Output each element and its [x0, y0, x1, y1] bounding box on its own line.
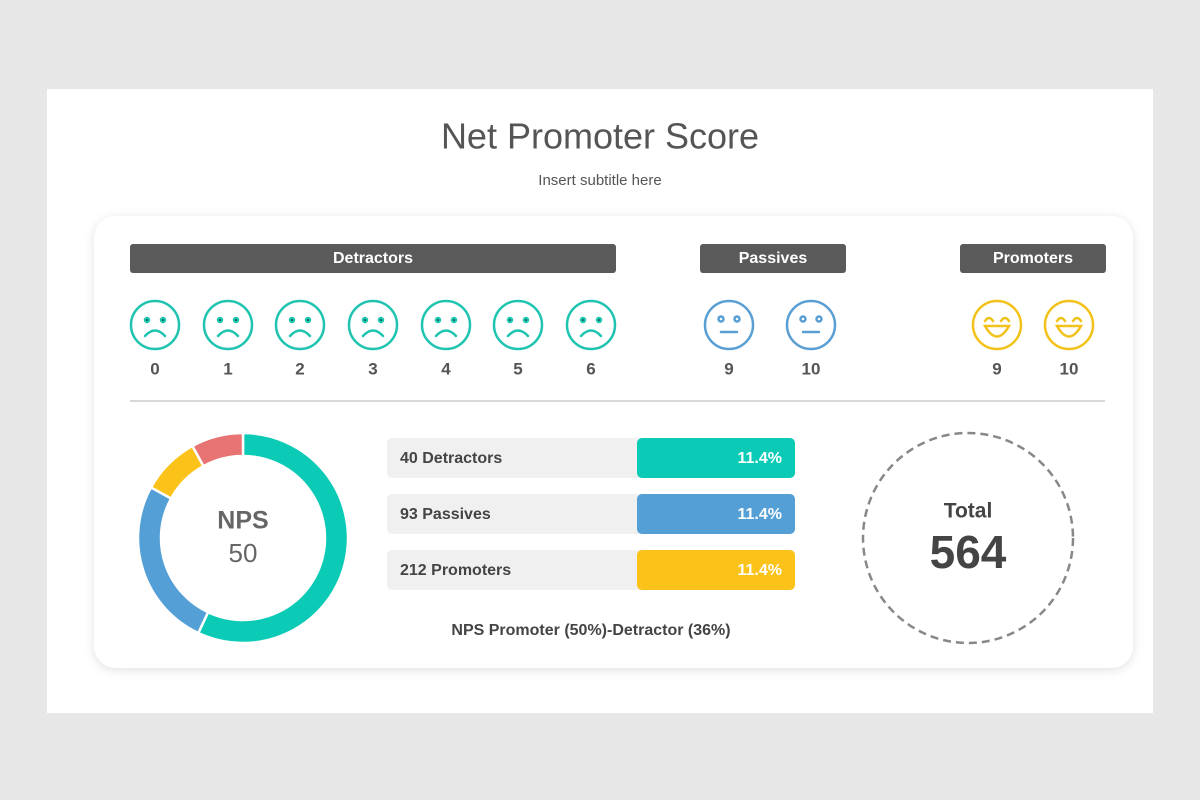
- stat-percent: 11.4%: [738, 506, 782, 523]
- eye: [522, 316, 530, 324]
- eye: [999, 316, 1011, 323]
- mouth: [1054, 324, 1084, 338]
- eye: [361, 316, 369, 324]
- footnote: NPS Promoter (50%)-Detractor (36%): [451, 622, 730, 639]
- group-label: Passives: [739, 250, 808, 267]
- stat-badge: [637, 438, 795, 478]
- face-icon: [202, 299, 254, 351]
- face-icon: [492, 299, 544, 351]
- face-outline: [129, 299, 181, 351]
- score-label: 4: [441, 359, 451, 378]
- eye: [506, 316, 514, 324]
- eye: [288, 316, 296, 324]
- mouth: [506, 329, 530, 338]
- mouth: [216, 329, 240, 338]
- subtitle: Insert subtitle here: [538, 172, 661, 189]
- face-outline: [274, 299, 326, 351]
- stat-badge: [637, 494, 795, 534]
- eye: [450, 316, 458, 324]
- eye: [232, 316, 240, 324]
- nps-value: 50: [229, 538, 258, 568]
- score-label: 10: [1060, 359, 1079, 378]
- face-outline: [347, 299, 399, 351]
- stat-percent: 11.4%: [738, 450, 782, 467]
- face-icon: [129, 299, 181, 351]
- score-label: 5: [513, 359, 522, 378]
- face-outline: [420, 299, 472, 351]
- score-label: 2: [295, 359, 304, 378]
- mouth: [579, 329, 603, 338]
- face-icon: [420, 299, 472, 351]
- face-icon: [971, 299, 1023, 351]
- total-circle: [861, 431, 1075, 645]
- score-label: 1: [223, 359, 232, 378]
- eye: [815, 315, 823, 323]
- mouth: [361, 329, 385, 338]
- donut-segment: [196, 431, 350, 645]
- stat-percent: 11.4%: [738, 562, 782, 579]
- face-outline: [971, 299, 1023, 351]
- group-label: Detractors: [333, 250, 413, 267]
- face-icon: [565, 299, 617, 351]
- eye: [159, 316, 167, 324]
- face-icon: [347, 299, 399, 351]
- mouth: [288, 329, 312, 338]
- group-header: [960, 244, 1106, 273]
- eye: [143, 316, 151, 324]
- face-outline: [492, 299, 544, 351]
- mouth: [143, 329, 167, 338]
- face-icon: [1043, 299, 1095, 351]
- eye: [1071, 316, 1083, 323]
- score-label: 10: [802, 359, 821, 378]
- mouth: [982, 324, 1012, 338]
- eye: [434, 316, 442, 324]
- face-icon: [703, 299, 755, 351]
- title: Net Promoter Score: [441, 116, 759, 157]
- eye: [1055, 316, 1067, 323]
- face-icon: [785, 299, 837, 351]
- score-label: 9: [992, 359, 1001, 378]
- eye: [216, 316, 224, 324]
- total-label: Total: [944, 500, 993, 523]
- group-header: [700, 244, 846, 273]
- stat-label: 212 Promoters: [400, 562, 511, 579]
- stat-badge: [637, 550, 795, 590]
- eye: [595, 316, 603, 324]
- total-value: 564: [930, 526, 1007, 578]
- eye: [799, 315, 807, 323]
- nps-label: NPS: [217, 507, 268, 535]
- stat-label: 93 Passives: [400, 506, 491, 523]
- group-header: [130, 244, 616, 273]
- face-outline: [785, 299, 837, 351]
- group-label: Promoters: [993, 250, 1073, 267]
- donut-segment: [190, 431, 245, 468]
- eye: [717, 315, 725, 323]
- eye: [983, 316, 995, 323]
- face-outline: [703, 299, 755, 351]
- mouth: [434, 329, 458, 338]
- score-label: 3: [368, 359, 377, 378]
- face-outline: [1043, 299, 1095, 351]
- eye: [304, 316, 312, 324]
- score-label: 0: [150, 359, 159, 378]
- score-label: 6: [586, 359, 595, 378]
- face-icon: [274, 299, 326, 351]
- eye: [733, 315, 741, 323]
- face-outline: [202, 299, 254, 351]
- face-outline: [565, 299, 617, 351]
- eye: [377, 316, 385, 324]
- score-label: 9: [724, 359, 733, 378]
- stat-label: 40 Detractors: [400, 450, 502, 467]
- eye: [579, 316, 587, 324]
